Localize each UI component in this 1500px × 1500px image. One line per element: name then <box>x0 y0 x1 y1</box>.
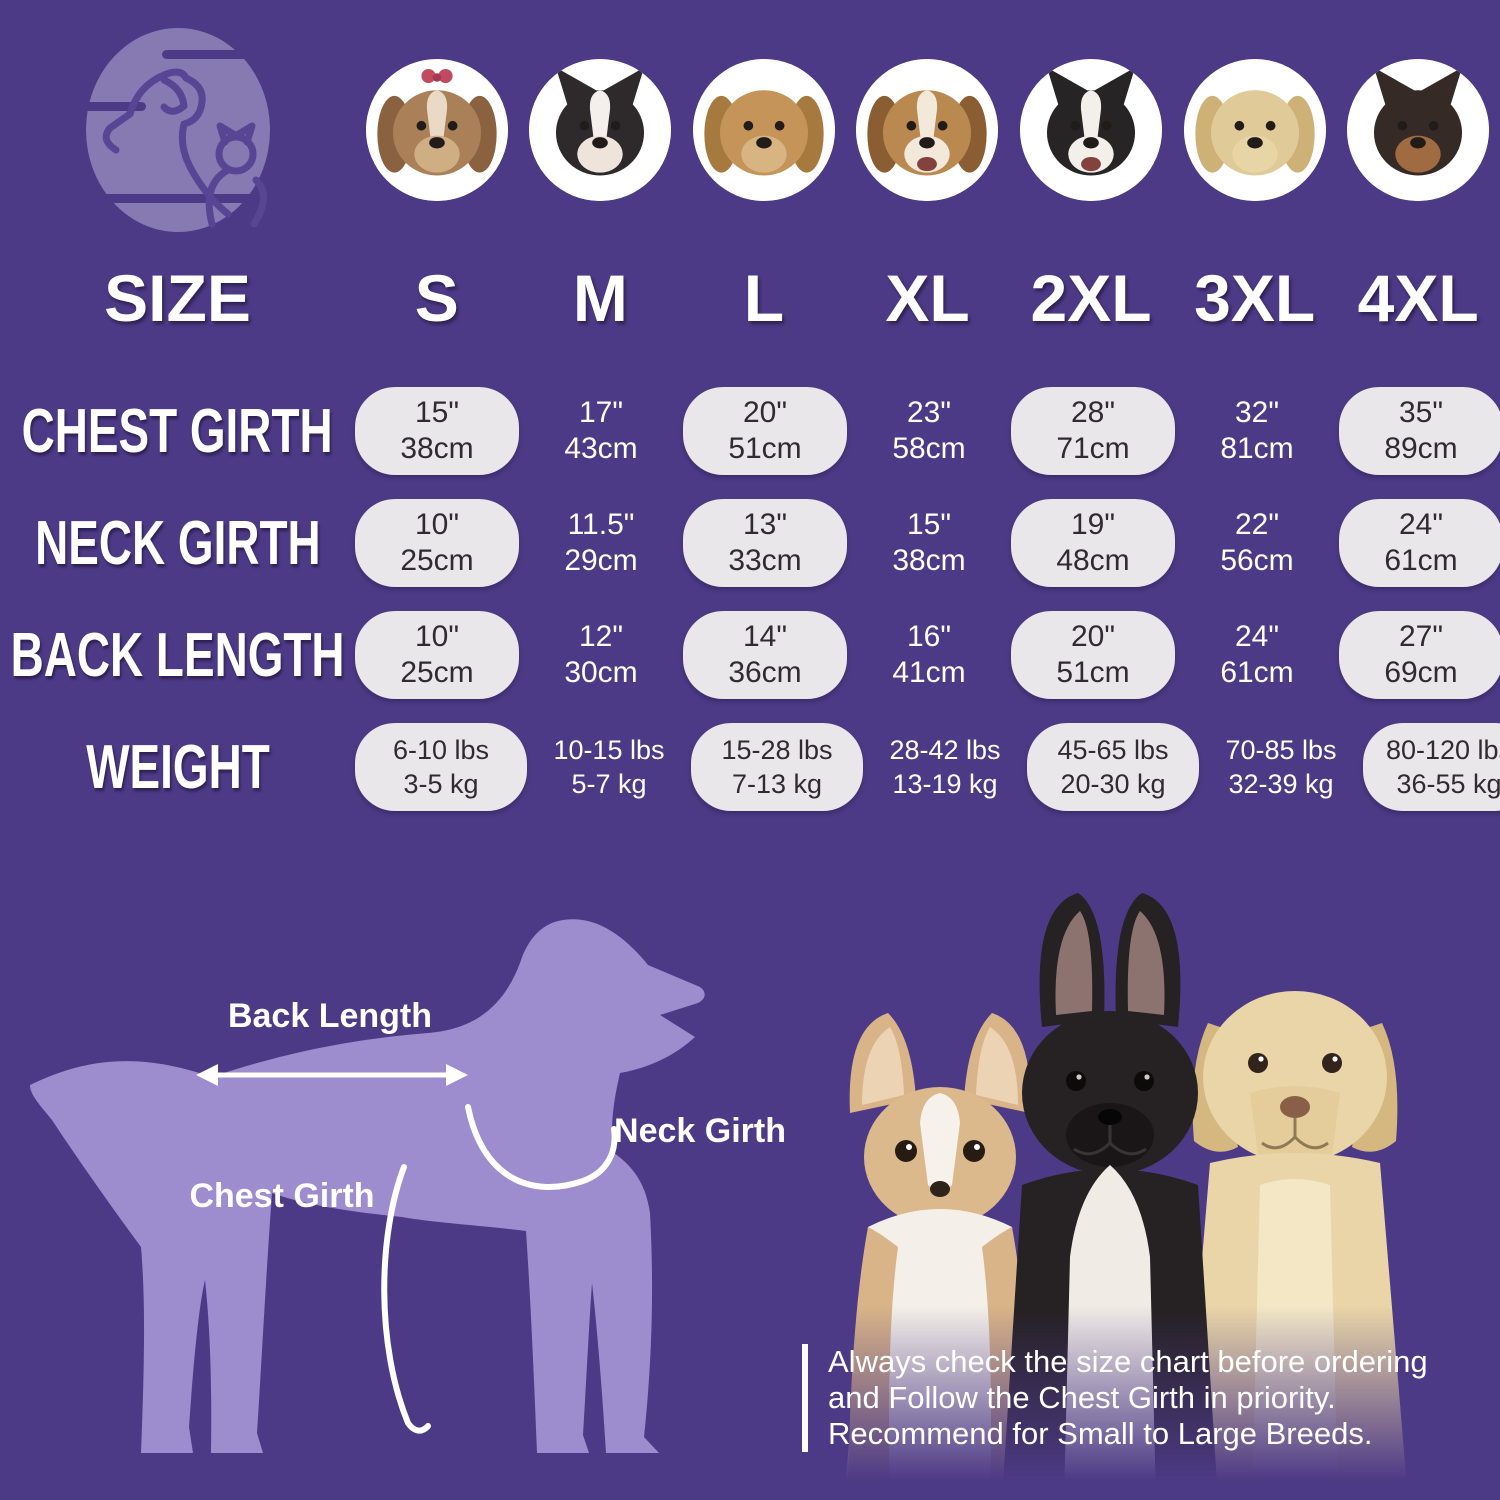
value-neck-girth-4xl: 24" 61cm <box>1339 499 1500 587</box>
value-chest-girth-s: 15" 38cm <box>355 387 519 475</box>
value-neck-girth-2xl: 19" 48cm <box>1011 499 1175 587</box>
value-back-length-4xl: 27" 69cm <box>1339 611 1500 699</box>
size-header-label: SIZE <box>104 261 251 335</box>
size-column-m: M <box>572 261 628 335</box>
measuring-diagram: Back Length Neck Girth Chest Girth <box>30 919 786 1453</box>
value-neck-girth-l: 13" 33cm <box>683 499 847 587</box>
row-label-weight: WEIGHT <box>85 732 270 802</box>
value-weight-4xl: 80-120 lbs 36-55 kg <box>1363 723 1500 811</box>
value-weight-m: 10-15 lbs 5-7 kg <box>553 735 665 799</box>
size-column-s: S <box>414 261 459 335</box>
value-back-length-m: 12" 30cm <box>564 620 638 689</box>
value-chest-girth-3xl: 32" 81cm <box>1220 396 1294 465</box>
measurement-row-back-length: BACK LENGTH 10" 25cm 12" 30cm 14" 36cm 16" 41cm 2… <box>0 599 1500 711</box>
value-weight-2xl: 45-65 lbs 20-30 kg <box>1027 723 1199 811</box>
value-neck-girth-m: 11.5" 29cm <box>564 508 638 577</box>
value-weight-xl: 28-42 lbs 13-19 kg <box>889 735 1001 799</box>
value-back-length-l: 14" 36cm <box>683 611 847 699</box>
chest-girth-label: Chest Girth <box>189 1177 374 1215</box>
row-label-chest-girth: CHEST GIRTH <box>22 396 333 466</box>
back-length-arrow <box>196 1064 468 1086</box>
value-neck-girth-3xl: 22" 56cm <box>1220 508 1294 577</box>
brand-logo <box>75 28 276 232</box>
value-chest-girth-m: 17" 43cm <box>564 396 638 465</box>
breed-photos-row <box>0 0 1500 250</box>
size-column-3xl: 3XL <box>1194 261 1316 335</box>
breed-photo-boston-terrier <box>529 59 672 201</box>
value-weight-3xl: 70-85 lbs 32-39 kg <box>1225 735 1337 799</box>
back-length-label: Back Length <box>228 997 432 1035</box>
value-back-length-xl: 16" 41cm <box>892 620 966 689</box>
breed-photo-cocker-spaniel <box>692 59 835 201</box>
measurement-rows: CHEST GIRTH 15" 38cm 17" 43cm 20" 51cm 23" 58cm 2… <box>0 375 1500 823</box>
dog-photos-group <box>844 893 1408 1500</box>
breed-photo-labrador <box>1183 59 1326 201</box>
chest-girth-arc <box>381 1164 431 1434</box>
value-neck-girth-s: 10" 25cm <box>355 499 519 587</box>
value-chest-girth-l: 20" 51cm <box>683 387 847 475</box>
value-weight-s: 6-10 lbs 3-5 kg <box>355 723 527 811</box>
measurement-row-neck-girth: NECK GIRTH 10" 25cm 11.5" 29cm 13" 33cm 15" 38cm… <box>0 487 1500 599</box>
measurement-row-weight: WEIGHT 6-10 lbs 3-5 kg 10-15 lbs 5-7 kg 15-28… <box>0 711 1500 823</box>
photo-dog-french-bulldog <box>1002 893 1218 1500</box>
note-line: and Follow the Chest Girth in priority. <box>828 1380 1336 1415</box>
size-note: Always check the size chart before order… <box>802 1344 1498 1452</box>
measurement-row-chest-girth: CHEST GIRTH 15" 38cm 17" 43cm 20" 51cm 23" 58cm 2… <box>0 375 1500 487</box>
value-back-length-s: 10" 25cm <box>355 611 519 699</box>
value-back-length-2xl: 20" 51cm <box>1011 611 1175 699</box>
neck-girth-label: Neck Girth <box>614 1112 786 1150</box>
dog-and-cat-logo-icon <box>75 28 276 232</box>
value-back-length-3xl: 24" 61cm <box>1220 620 1294 689</box>
breed-photo-beagle <box>856 59 999 201</box>
size-column-2xl: 2XL <box>1030 261 1152 335</box>
value-chest-girth-xl: 23" 58cm <box>892 396 966 465</box>
value-chest-girth-4xl: 35" 89cm <box>1339 387 1500 475</box>
size-column-4xl: 4XL <box>1357 261 1479 335</box>
photo-dog-labrador <box>1182 991 1408 1500</box>
note-line: Always check the size chart before order… <box>828 1344 1428 1379</box>
value-weight-l: 15-28 lbs 7-13 kg <box>691 723 863 811</box>
size-column-xl: XL <box>885 261 970 335</box>
breed-photo-shih-tzu <box>365 59 508 201</box>
breed-photo-doberman <box>1347 59 1490 201</box>
neck-girth-arc <box>465 1104 618 1190</box>
value-chest-girth-2xl: 28" 71cm <box>1011 387 1175 475</box>
size-header-row: SIZE S M L XL 2XL 3XL 4XL <box>0 250 1500 346</box>
breed-photo-border-collie <box>1020 59 1163 201</box>
row-label-back-length: BACK LENGTH <box>10 620 345 690</box>
note-line: Recommend for Small to Large Breeds. <box>828 1416 1373 1451</box>
value-neck-girth-xl: 15" 38cm <box>892 508 966 577</box>
row-label-neck-girth: NECK GIRTH <box>34 508 321 578</box>
size-column-l: L <box>743 261 785 335</box>
dog-silhouette <box>30 919 705 1453</box>
